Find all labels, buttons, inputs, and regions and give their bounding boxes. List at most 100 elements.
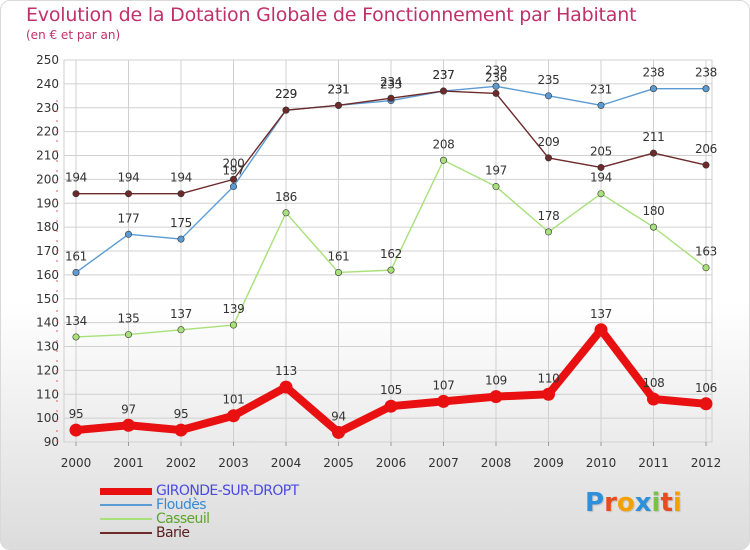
data-label: 177 (117, 211, 139, 225)
data-label: 161 (327, 249, 349, 263)
data-label: 235 (537, 73, 559, 87)
data-label: 238 (695, 66, 717, 80)
data-point (227, 409, 240, 423)
data-point (439, 156, 447, 164)
data-point (69, 423, 83, 437)
data-point (594, 323, 608, 337)
data-point (174, 423, 188, 437)
data-label: 105 (380, 383, 402, 397)
data-label: 139 (222, 302, 244, 316)
data-point (492, 183, 500, 191)
logo-letter: x (634, 488, 652, 518)
data-label: 108 (642, 376, 664, 390)
legend-swatch (100, 518, 152, 520)
y-tick-label: 170 (36, 244, 59, 258)
y-tick-label: 120 (36, 363, 59, 377)
data-point (334, 268, 342, 276)
data-label: 95 (69, 407, 84, 421)
data-label: 137 (170, 307, 192, 321)
data-label: 175 (170, 216, 192, 230)
data-label: 178 (537, 209, 559, 223)
data-point (489, 390, 503, 404)
logo-letter: P (585, 488, 605, 518)
y-tick-label: 90 (44, 435, 59, 449)
y-tick-label: 230 (36, 101, 59, 115)
data-point (649, 149, 657, 157)
data-point (282, 106, 290, 114)
data-point (279, 380, 293, 394)
data-label: 162 (380, 247, 402, 261)
data-label: 233 (380, 78, 402, 92)
data-label: 234 (380, 75, 402, 89)
data-label: 237 (432, 68, 454, 82)
data-point (387, 266, 395, 274)
logo-letter: r (604, 488, 617, 518)
data-label: 205 (590, 144, 612, 158)
data-label: 211 (642, 130, 664, 144)
y-tick-label: 130 (36, 340, 59, 354)
data-label: 239 (485, 63, 507, 77)
data-point (702, 85, 710, 93)
data-point (122, 418, 135, 432)
data-label: 186 (275, 190, 297, 204)
x-tick-label: 2000 (61, 456, 92, 470)
data-label: 110 (537, 371, 559, 385)
data-label: 113 (275, 364, 297, 378)
data-point (72, 190, 80, 198)
y-tick-label: 180 (36, 220, 59, 234)
y-tick-label: 240 (36, 77, 59, 91)
data-label: 236 (485, 70, 507, 84)
data-point (230, 321, 238, 329)
data-point (230, 175, 238, 183)
y-tick-label: 150 (36, 292, 59, 306)
data-label: 206 (695, 142, 717, 156)
data-point (492, 89, 500, 97)
data-point (72, 268, 80, 276)
data-point (649, 85, 657, 93)
data-label: 109 (485, 374, 507, 388)
x-tick-label: 2010 (586, 456, 617, 470)
legend-swatch (100, 532, 152, 534)
data-label: 107 (432, 378, 454, 392)
data-point (177, 235, 185, 243)
logo-letter: t (660, 488, 673, 518)
data-point (544, 228, 552, 236)
data-point (647, 392, 660, 406)
data-label: 101 (222, 393, 244, 407)
x-tick-label: 2005 (323, 456, 354, 470)
x-tick-label: 2003 (218, 456, 249, 470)
y-tick-label: 210 (36, 149, 59, 163)
x-tick-label: 2008 (481, 456, 512, 470)
data-point (542, 387, 555, 401)
x-tick-label: 2007 (428, 456, 459, 470)
y-tick-label: 110 (36, 387, 59, 401)
data-label: 137 (590, 307, 612, 321)
data-point (387, 94, 395, 102)
data-label: 161 (65, 249, 87, 263)
logo-letter: i (672, 488, 682, 518)
chart-title: Evolution de la Dotation Globale de Fonc… (26, 4, 637, 26)
data-label: 197 (222, 164, 244, 178)
data-label: 135 (117, 312, 139, 326)
logo-letter: o (616, 488, 635, 518)
x-tick-label: 2009 (533, 456, 564, 470)
data-point (125, 230, 133, 238)
data-point (597, 163, 605, 171)
data-point (702, 161, 710, 169)
legend-label: Floudès (156, 497, 207, 513)
proxiti-logo: Proxiti (585, 488, 682, 518)
data-point (597, 101, 605, 109)
data-label: 231 (327, 82, 349, 96)
data-label: 197 (485, 164, 507, 178)
data-point (384, 399, 398, 413)
legend-label: Barie (156, 525, 190, 541)
y-tick-label: 140 (36, 316, 59, 330)
data-label: 106 (695, 381, 717, 395)
data-point (125, 190, 133, 198)
data-label: 95 (174, 407, 189, 421)
data-label: 194 (590, 171, 612, 185)
legend-label: Casseuil (156, 511, 210, 527)
data-point (439, 87, 447, 95)
data-point (282, 209, 290, 217)
